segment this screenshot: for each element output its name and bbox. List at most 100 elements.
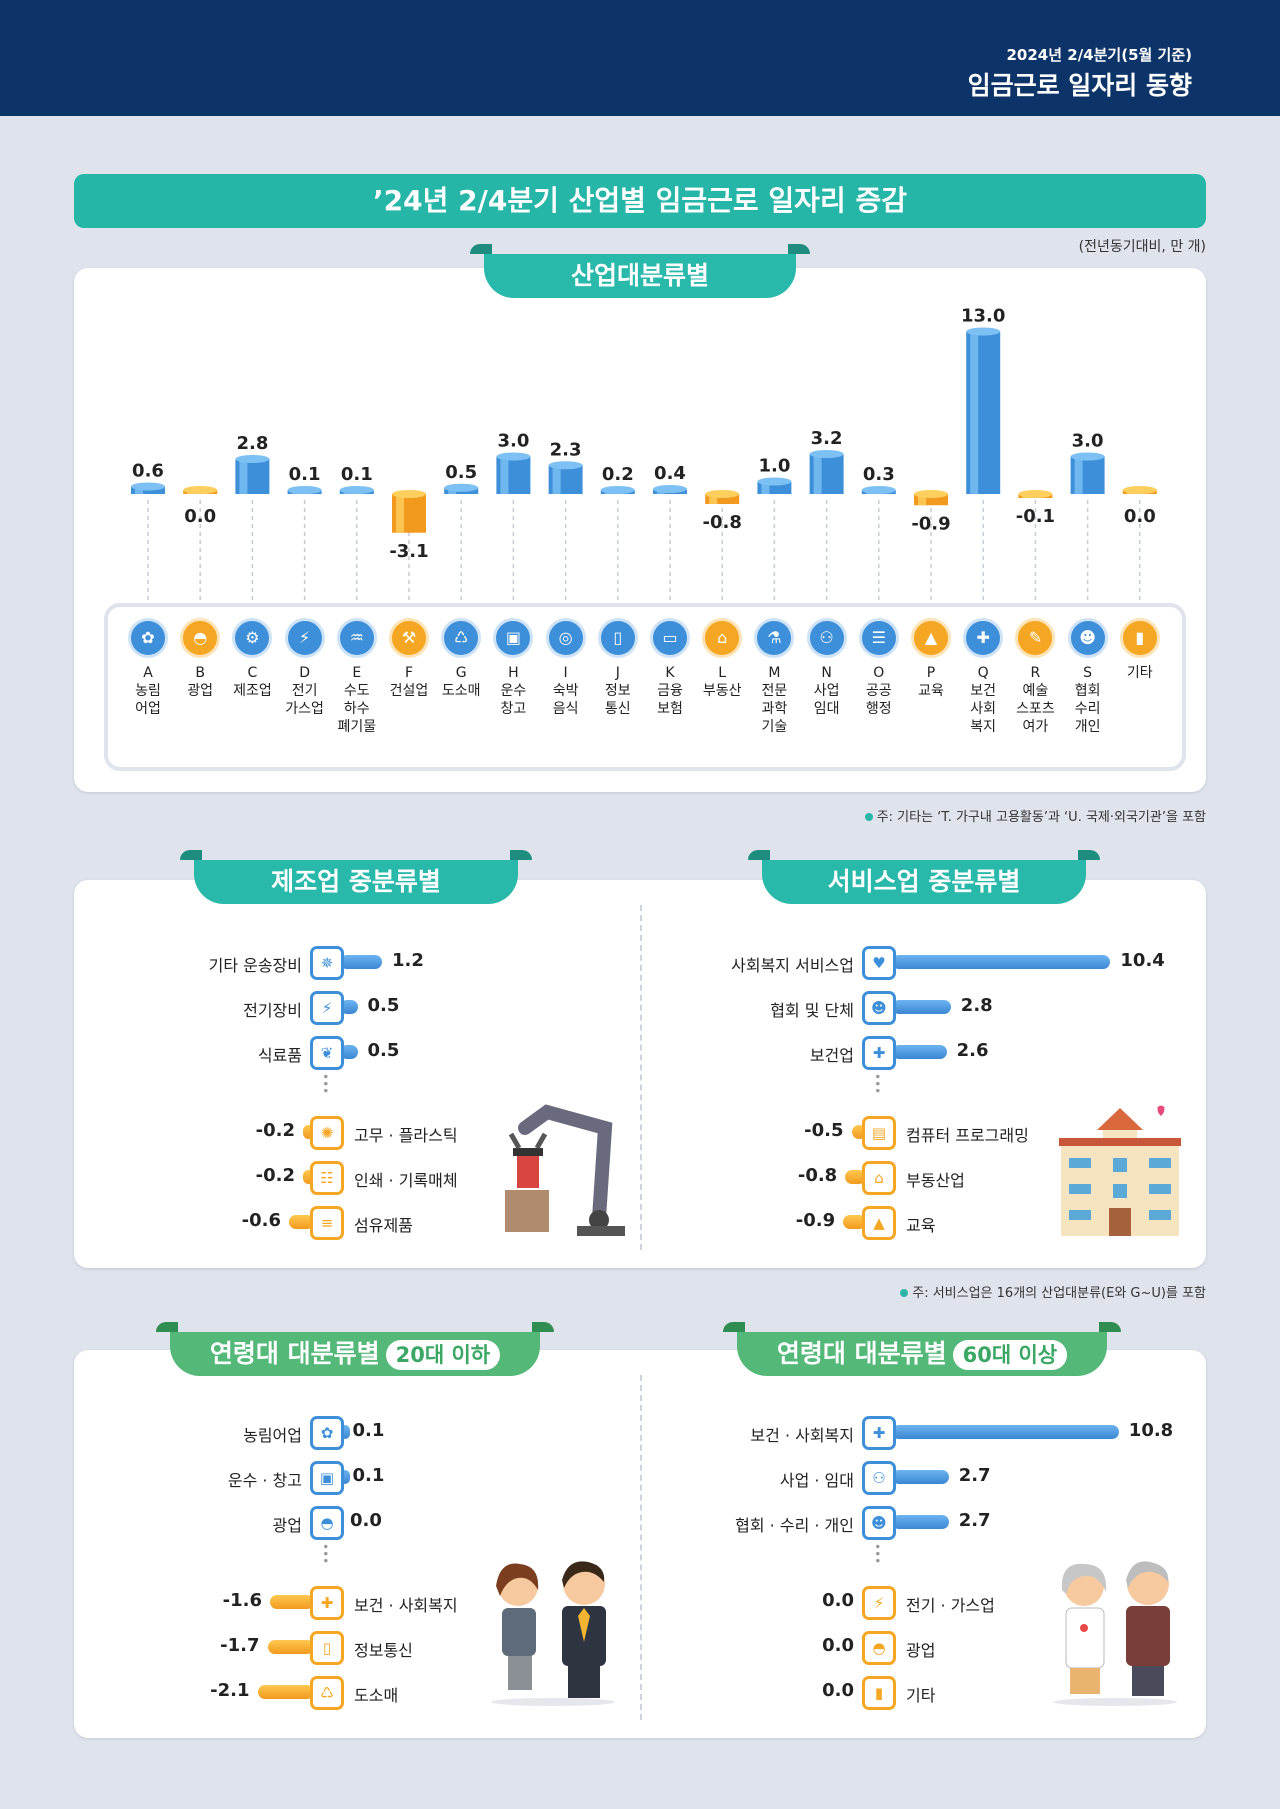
bar-value-label: 2.8 bbox=[236, 433, 268, 454]
printout-icon: ☷ bbox=[310, 1161, 344, 1195]
bar-value-label: -0.8 bbox=[703, 512, 742, 533]
bar bbox=[705, 494, 740, 504]
list-row: 사업 · 임대 ⚇ 2.7 bbox=[0, 1461, 1280, 1495]
category-label: 제조업 bbox=[233, 683, 272, 699]
row-value: 0.0 bbox=[350, 1510, 382, 1531]
list-row: -0.2 ✺ 고무 · 플라스틱 bbox=[0, 1116, 1280, 1150]
graduation-cap-icon: ▲ bbox=[862, 1206, 896, 1240]
row-label: 보건 · 사회복지 bbox=[354, 1596, 458, 1615]
row-bar bbox=[892, 955, 1111, 969]
list-row: -0.6 ≡ 섬유제품 bbox=[0, 1206, 1280, 1240]
bar-cap bbox=[914, 490, 948, 498]
row-bar bbox=[892, 1425, 1119, 1439]
bar-value-label: -0.9 bbox=[911, 513, 950, 534]
category-code: I bbox=[563, 665, 568, 681]
bar-value-label: 0.3 bbox=[863, 464, 895, 485]
row-label: 정보통신 bbox=[354, 1641, 413, 1660]
bar-cap bbox=[861, 486, 896, 494]
people-icon: ⚇ bbox=[862, 1461, 896, 1495]
list-row: 0.0 ⚡ 전기 · 가스업 bbox=[0, 1586, 1280, 1620]
row-bar bbox=[289, 1215, 314, 1229]
flask-icon: ⚗ bbox=[754, 618, 795, 658]
bar-value-label: 1.0 bbox=[758, 456, 790, 477]
ellipsis-dots: ••• bbox=[870, 1073, 884, 1095]
group-icon: ☻ bbox=[862, 991, 896, 1025]
category-label: 전기 bbox=[291, 683, 318, 699]
category-code: B bbox=[195, 665, 205, 681]
young-workers-illustration bbox=[491, 1561, 615, 1706]
category-label: 행정 bbox=[865, 701, 892, 717]
bar-cap bbox=[653, 485, 687, 493]
row-value: -0.5 bbox=[804, 1120, 844, 1141]
row-label: 협회 · 수리 · 개인 bbox=[735, 1516, 854, 1535]
category-label: 건설업 bbox=[389, 683, 429, 699]
row-value: 0.0 bbox=[822, 1590, 854, 1611]
money-icon: ▭ bbox=[650, 618, 690, 658]
row-label: 도소매 bbox=[354, 1686, 399, 1705]
row-label: 식료품 bbox=[257, 1046, 302, 1065]
ellipsis-dots: ••• bbox=[318, 1543, 332, 1565]
row-label: 보건 · 사회복지 bbox=[750, 1426, 854, 1445]
row-value: -1.6 bbox=[222, 1590, 262, 1611]
category-B: ◓ B 광업 bbox=[174, 618, 226, 700]
bar-value-label: 0.0 bbox=[1124, 506, 1156, 527]
phone-icon: ▯ bbox=[597, 618, 638, 658]
row-bar bbox=[303, 1170, 314, 1184]
bar-highlight bbox=[1074, 456, 1083, 494]
industry-footnote-text: 주: 기타는 ‘T. 가구내 고용활동’과 ‘U. 국제·외국기관’을 포함 bbox=[876, 810, 1206, 825]
bar-cap bbox=[339, 486, 374, 494]
food-icon: ❦ bbox=[310, 1036, 344, 1070]
bar-highlight bbox=[500, 456, 509, 494]
list-row: 식료품 ❦ 0.5 bbox=[0, 1036, 1280, 1070]
tab-age-20: 연령대 대분류별 20대 이하 bbox=[156, 1322, 554, 1376]
row-value: -2.1 bbox=[210, 1680, 250, 1701]
row-bar bbox=[843, 1215, 866, 1229]
category-code: K bbox=[665, 665, 675, 681]
list-row: -1.7 ▯ 정보통신 bbox=[0, 1631, 1280, 1665]
bar-cap bbox=[966, 327, 1001, 336]
lightning-icon: ⚡ bbox=[310, 991, 344, 1025]
row-value: 10.8 bbox=[1128, 1420, 1174, 1441]
door-icon: ▮ bbox=[862, 1676, 896, 1710]
bar-value-label: 13.0 bbox=[961, 306, 1005, 327]
tab-age-20-label: 연령대 대분류별 bbox=[209, 1339, 380, 1368]
tab-manufacturing: 제조업 중분류별 bbox=[180, 850, 532, 904]
row-value: -0.2 bbox=[255, 1165, 295, 1186]
bar-cap bbox=[1070, 452, 1105, 461]
header-subtitle: 2024년 2/4분기(5월 기준) bbox=[1006, 46, 1193, 64]
list-row: -1.6 ✚ 보건 · 사회복지 bbox=[0, 1586, 1280, 1620]
header-title: 임금근로 일자리 동향 bbox=[967, 71, 1192, 100]
list-row: 광업 ◓ 0.0 bbox=[0, 1506, 1280, 1540]
category-label: 협회 bbox=[1074, 683, 1101, 699]
category-label: 사업 bbox=[813, 683, 840, 699]
senior-workers-illustration bbox=[1053, 1561, 1177, 1706]
bar-value-label: 0.1 bbox=[289, 464, 321, 485]
graduation-cap-icon: ▲ bbox=[911, 618, 951, 658]
row-label: 사회복지 서비스업 bbox=[731, 956, 854, 975]
category-label: 가스업 bbox=[285, 701, 324, 717]
bar-value-label: 0.4 bbox=[654, 463, 686, 484]
document-icon: ☰ bbox=[858, 618, 899, 658]
category-label: 정보 bbox=[604, 683, 631, 699]
category-label: 임대 bbox=[813, 701, 840, 717]
medical-kit-icon: ✚ bbox=[862, 1416, 896, 1450]
gears-icon: ⚙ bbox=[232, 618, 273, 658]
category-A: ✿ A 농림 어업 bbox=[122, 618, 174, 718]
category-label: 숙박 bbox=[552, 683, 579, 699]
helmet-icon: ◓ bbox=[862, 1631, 896, 1665]
category-code: L bbox=[718, 665, 727, 681]
category-label: 기술 bbox=[761, 719, 788, 735]
subindustry-divider bbox=[640, 905, 642, 1250]
category-label: 광업 bbox=[187, 683, 214, 699]
category-label: 기타 bbox=[1126, 665, 1153, 681]
bar-cap bbox=[183, 486, 218, 494]
dish-icon: ◎ bbox=[545, 618, 586, 658]
row-bar bbox=[340, 1470, 350, 1484]
row-label: 전기장비 bbox=[243, 1001, 302, 1020]
row-value: 0.0 bbox=[822, 1635, 854, 1656]
row-bar bbox=[892, 1045, 947, 1059]
bar-cap bbox=[496, 452, 531, 461]
row-bar bbox=[340, 1045, 358, 1059]
list-row: 운수 · 창고 ▣ 0.1 bbox=[0, 1461, 1280, 1495]
list-row: 보건업 ✚ 2.6 bbox=[0, 1036, 1280, 1070]
